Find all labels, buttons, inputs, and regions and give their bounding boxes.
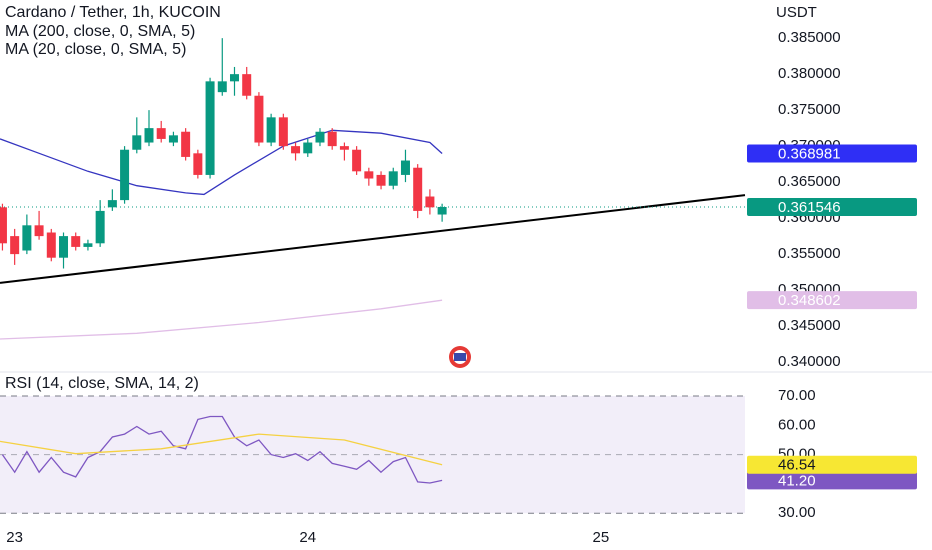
y-tick-label: 70.00 (778, 387, 816, 404)
candle-body (266, 117, 276, 143)
price-tag (747, 471, 917, 490)
candle-body (144, 128, 154, 143)
candle-body (168, 135, 178, 143)
price-tag (747, 455, 917, 474)
candle-body (327, 131, 337, 147)
candle-body (34, 225, 44, 237)
candle-body (425, 196, 435, 208)
candle-body (291, 146, 301, 154)
price-tag (747, 197, 917, 216)
candle-body (120, 149, 130, 201)
price-tag-label: 41.20 (778, 472, 816, 489)
logo (449, 346, 471, 368)
candle-body (303, 142, 313, 154)
y-tick-label: 0.380000 (778, 65, 841, 82)
y-tick-label: 0.385000 (778, 29, 841, 46)
price-tag-label: 0.361546 (778, 199, 841, 216)
price-tag-label: 46.54 (778, 457, 816, 474)
ma-line (0, 299, 443, 340)
candle-body (413, 167, 423, 211)
candle-body (46, 232, 56, 258)
x-tick-label: 25 (593, 529, 610, 546)
legend-entry: MA (20, close, 0, SMA, 5) (5, 41, 186, 58)
candle-body (0, 207, 7, 244)
price-tag-label: 0.368981 (778, 145, 841, 162)
y-tick-label: 0.340000 (778, 353, 841, 370)
ma-line (0, 129, 443, 196)
rsi-title: RSI (14, close, SMA, 14, 2) (5, 375, 199, 392)
candle-body (242, 74, 252, 96)
candle-body (254, 95, 264, 143)
logo-flag (454, 353, 466, 361)
chart-title: Cardano / Tether, 1h, KUCOIN (5, 4, 221, 21)
y-tick-label: 0.345000 (778, 317, 841, 334)
candle-body (107, 200, 117, 208)
candle-body (181, 131, 191, 157)
candle-body (132, 135, 142, 150)
candle-body (193, 153, 203, 175)
legend-entry: MA (200, close, 0, SMA, 5) (5, 23, 195, 40)
candle-body (205, 81, 215, 175)
candle-body (376, 174, 386, 186)
price-tag (747, 291, 917, 310)
candle-body (156, 128, 166, 139)
ma-line (1, 415, 443, 484)
y-tick-label: 0.375000 (778, 101, 841, 118)
candle-body (364, 171, 374, 179)
y-tick-label: 0.355000 (778, 245, 841, 262)
candle-body (437, 206, 447, 215)
candle-body (83, 243, 93, 247)
candle-body (278, 117, 288, 147)
candle-body (71, 236, 81, 247)
candle-body (22, 225, 32, 251)
price-tag (747, 144, 917, 163)
candle-body (352, 149, 362, 172)
axis-unit: USDT (776, 4, 817, 21)
candle-body (10, 236, 20, 255)
trend-line (0, 194, 746, 284)
candle-body (59, 236, 69, 258)
x-tick-label: 23 (6, 529, 23, 546)
candle-body (315, 131, 325, 143)
x-tick-label: 24 (299, 529, 316, 546)
y-tick-label: 0.365000 (778, 173, 841, 190)
y-tick-label: 60.00 (778, 416, 816, 433)
candle-body (388, 171, 398, 186)
candle-body (400, 160, 410, 175)
ma-line (0, 433, 443, 466)
candle-body (217, 81, 227, 93)
candle-body (229, 74, 239, 82)
candle-body (95, 210, 105, 244)
y-tick-label: 30.00 (778, 504, 816, 521)
candle-body (339, 146, 349, 150)
price-tag-label: 0.348602 (778, 292, 841, 309)
